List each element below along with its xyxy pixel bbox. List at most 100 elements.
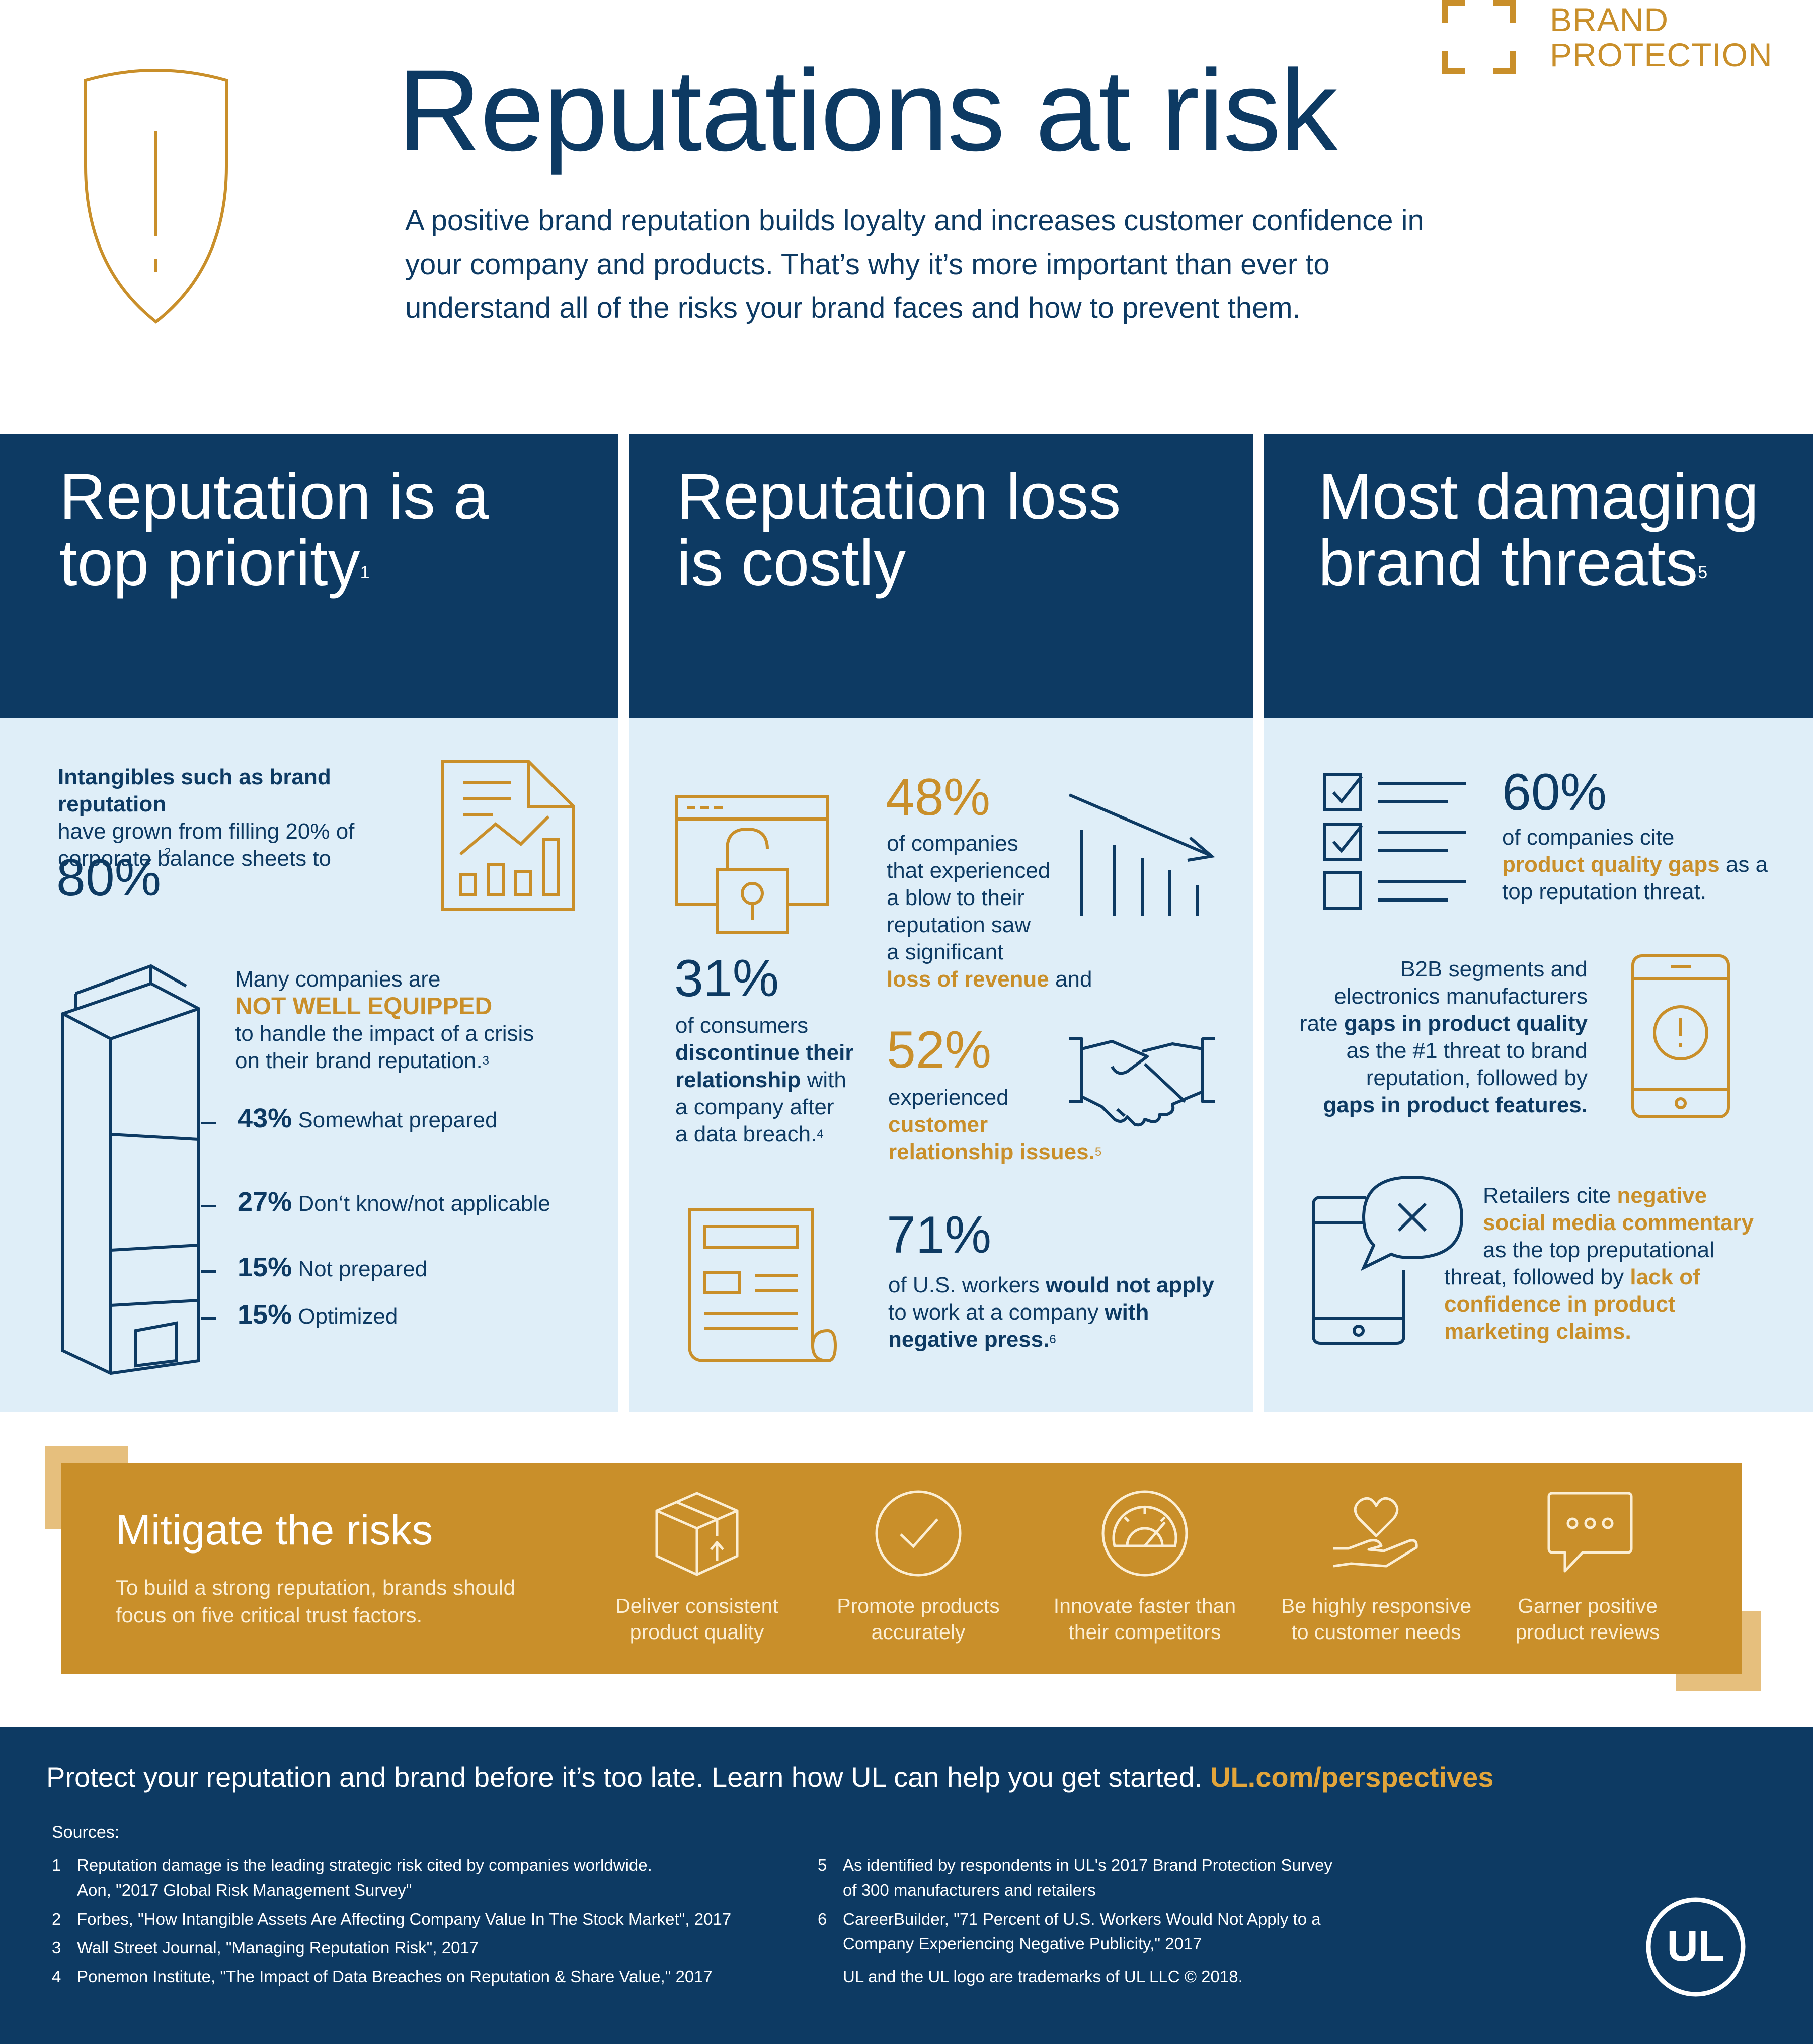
title-line1: Reputation is a <box>59 461 489 533</box>
b2b-line1: B2B segments and <box>1400 957 1588 982</box>
ret-line3: as the top preputational <box>1483 1238 1714 1262</box>
mitigate-subtitle: To build a strong reputation, brands sho… <box>116 1576 515 1627</box>
sources-label: Sources: <box>52 1823 120 1842</box>
stat31-bold2: relationship <box>675 1068 801 1092</box>
stat-tick <box>201 1270 216 1273</box>
mitigate-title: Mitigate the risks <box>116 1506 433 1554</box>
stat71-bold3: negative press. <box>888 1327 1050 1352</box>
mitigate-banner <box>61 1463 1742 1674</box>
column-costly-title: Reputation loss is costly <box>677 464 1121 597</box>
factor-accuracy: Promote products accurately <box>813 1593 1024 1645</box>
ret-line6: marketing claims. <box>1444 1319 1631 1344</box>
phone-chat-x-icon <box>1312 1175 1464 1345</box>
brand-protection-mark-icon <box>1442 0 1516 74</box>
footer <box>0 1727 1813 2044</box>
source-line2: Aon, "2017 Global Risk Management Survey… <box>77 1881 412 1899</box>
stat31-bold1: discontinue their <box>675 1040 854 1065</box>
factor-reviews: Garner positive product reviews <box>1482 1593 1693 1645</box>
brand-protection-label: BRAND PROTECTION <box>1550 2 1773 72</box>
ret-line4b: lack of <box>1630 1265 1700 1289</box>
eighty-percent-stat: 80% 2 <box>56 846 171 906</box>
source-line1: Ponemon Institute, "The Impact of Data B… <box>77 1967 713 1986</box>
stat52-sup: 5 <box>1094 1145 1102 1159</box>
stat52-highlight1: customer <box>888 1112 988 1137</box>
source-number: 4 <box>52 1967 61 1986</box>
stat48-end: and <box>1049 967 1092 992</box>
b2b-line4: as the #1 threat to brand <box>1346 1038 1588 1063</box>
source-number: 6 <box>818 1910 827 1928</box>
title-line1: Most damaging <box>1318 461 1759 533</box>
stat60-value: 60% <box>1502 763 1607 822</box>
factor-line2: product reviews <box>1515 1620 1660 1644</box>
column-threats-title: Most damaging brand threats5 <box>1318 464 1759 597</box>
column-priority-title: Reputation is a top priority1 <box>59 464 489 597</box>
title-sup: 1 <box>360 563 370 582</box>
b2b-line6: gaps in product features. <box>1323 1093 1588 1117</box>
stat48-text: of companies that experienced a blow to … <box>887 830 1148 993</box>
b2b-text: B2B segments and electronics manufacture… <box>1288 956 1588 1119</box>
source-line2: of 300 manufacturers and retailers <box>843 1881 1096 1899</box>
stat31-line4: a data breach. <box>675 1122 817 1147</box>
column-threats-header: Most damaging brand threats5 <box>1264 434 1813 718</box>
title-sup: 5 <box>1698 563 1708 582</box>
stat52-text: experienced customer relationship issues… <box>888 1084 1150 1166</box>
stat-value: 15% <box>238 1252 292 1282</box>
stat71-line2: to work at a company <box>888 1300 1105 1325</box>
stat-row: 15% Optimized <box>238 1301 398 1330</box>
ret-line5: confidence in product <box>1444 1292 1676 1317</box>
stat52-line1: experienced <box>888 1085 1009 1110</box>
ret-line2: social media commentary <box>1483 1210 1754 1235</box>
stat48-line3: a blow to their <box>887 885 1024 910</box>
ret-line1b: negative <box>1617 1183 1707 1208</box>
many-line2: to handle the impact of a crisis <box>235 1021 534 1046</box>
stat48-line5: a significant <box>887 940 1004 964</box>
factor-line1: Innovate faster than <box>1053 1594 1236 1617</box>
stat31-sup: 4 <box>817 1127 824 1141</box>
source-number: 5 <box>818 1856 827 1874</box>
stat-label: Somewhat prepared <box>298 1108 498 1132</box>
intangibles-line3: corporate balance sheets to <box>58 846 332 871</box>
stat60-line1: of companies cite <box>1502 825 1675 850</box>
factor-line1: Promote products <box>837 1594 1000 1617</box>
factor-line1: Garner positive <box>1517 1594 1658 1617</box>
stat-value: 27% <box>238 1187 292 1217</box>
box-icon <box>655 1492 739 1576</box>
handshake-icon <box>1069 1037 1215 1127</box>
heart-hand-icon <box>1333 1497 1418 1568</box>
stat31-line3: a company after <box>675 1095 834 1119</box>
factor-line2: accurately <box>871 1620 966 1644</box>
source-number: 2 <box>52 1910 61 1928</box>
many-line1: Many companies are <box>235 967 441 992</box>
stat-tick <box>201 1317 216 1320</box>
page-title: Reputations at risk <box>398 46 1338 175</box>
cta-text: Protect your reputation and brand before… <box>46 1761 1211 1793</box>
perspectives-link[interactable]: UL.com/perspectives <box>1210 1761 1494 1793</box>
source-item: 2 Forbes, "How Intangible Assets Are Affe… <box>52 1907 731 1931</box>
stat48-line1: of companies <box>887 831 1018 856</box>
stat31-value: 31% <box>674 949 779 1008</box>
checklist-icon <box>1323 773 1466 910</box>
stat-tick <box>201 1205 216 1207</box>
stat-row: 27% Don‘t know/not applicable <box>238 1188 550 1217</box>
stat48-value: 48% <box>886 768 991 827</box>
stat60-text: of companies cite product quality gaps a… <box>1502 824 1784 906</box>
newspaper-icon <box>688 1208 837 1362</box>
ret-line1a: Retailers cite <box>1483 1183 1617 1208</box>
stat71-line1: of U.S. workers <box>888 1273 1046 1297</box>
stat48-line2: that experienced <box>887 858 1051 883</box>
stat-tick <box>201 1122 216 1124</box>
many-sup: 3 <box>482 1054 490 1068</box>
title-line2: is costly <box>677 527 906 599</box>
product-quality-gaps: product quality gaps <box>1502 852 1720 877</box>
source-item: 3 Wall Street Journal, "Managing Reputati… <box>52 1935 479 1960</box>
factor-quality: Deliver consistent product quality <box>591 1593 803 1645</box>
stat-value: 43% <box>238 1103 292 1133</box>
not-equipped-text: Many companies are NOT WELL EQUIPPED to … <box>235 966 597 1075</box>
source-item: 5 As identified by respondents in UL's 20… <box>818 1853 1332 1902</box>
factor-line2: product quality <box>629 1620 764 1644</box>
speedometer-icon <box>1101 1490 1188 1577</box>
stat71-sup: 6 <box>1049 1333 1056 1346</box>
source-line1: As identified by respondents in UL's 201… <box>843 1856 1333 1874</box>
stat71-bold1: would not apply <box>1045 1273 1214 1297</box>
brand-line2: PROTECTION <box>1550 36 1773 73</box>
